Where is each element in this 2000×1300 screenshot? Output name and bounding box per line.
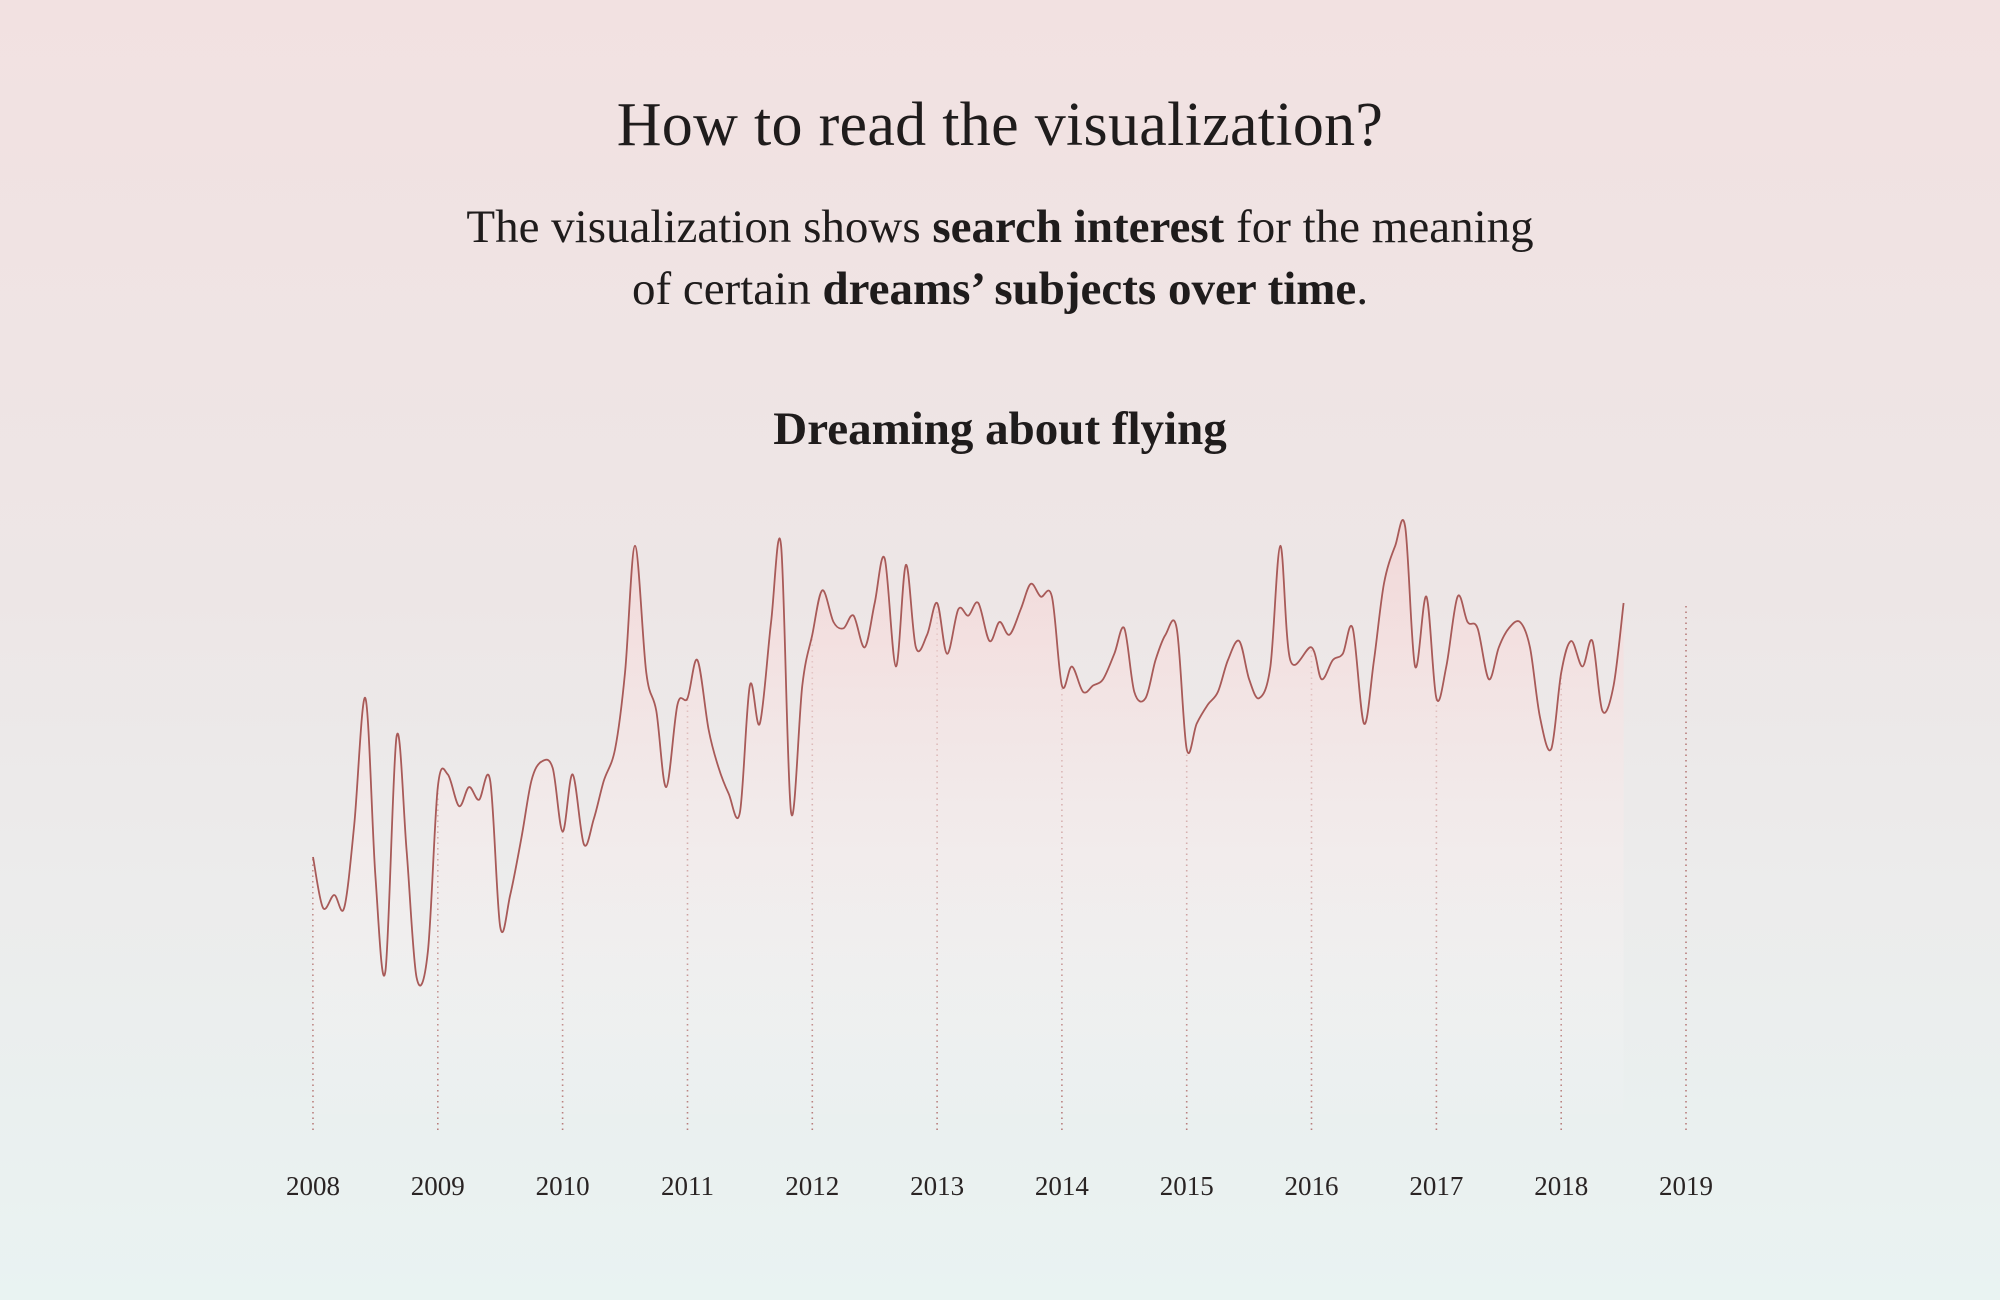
intro-part-4: . [1356, 263, 1369, 315]
intro-part-2: for the meaning [1224, 201, 1534, 253]
series-line [312, 519, 1625, 987]
intro-bold-dreams-subjects: dreams’ subjects over time [822, 263, 1357, 315]
chart-title: Dreaming about flying [773, 403, 1227, 455]
tick-label-2015: 2015 [1160, 1171, 1214, 1201]
tick-label-2013: 2013 [910, 1171, 964, 1201]
tick-label-2017: 2017 [1409, 1171, 1463, 1201]
tick-label-2009: 2009 [411, 1171, 465, 1201]
page-heading: How to read the visualization? [616, 91, 1384, 159]
tick-label-2008: 2008 [286, 1171, 340, 1201]
intro-text: The visualization shows search interest … [0, 196, 2000, 320]
intro-bold-search-interest: search interest [932, 201, 1225, 253]
tick-label-2019: 2019 [1659, 1171, 1713, 1201]
intro-part-1: The visualization shows [466, 201, 933, 253]
x-axis-ticks: 2008 2009 2010 2011 2012 2013 2014 2015 2016 2017… [286, 1171, 1713, 1201]
tick-label-2018: 2018 [1534, 1171, 1588, 1201]
tick-label-2014: 2014 [1035, 1171, 1090, 1201]
intro-part-3: of certain [631, 263, 823, 315]
tick-label-2011: 2011 [661, 1171, 714, 1201]
tick-label-2010: 2010 [536, 1171, 590, 1201]
series-area [313, 519, 1624, 1130]
tick-label-2016: 2016 [1285, 1171, 1339, 1201]
tick-label-2012: 2012 [785, 1171, 839, 1201]
